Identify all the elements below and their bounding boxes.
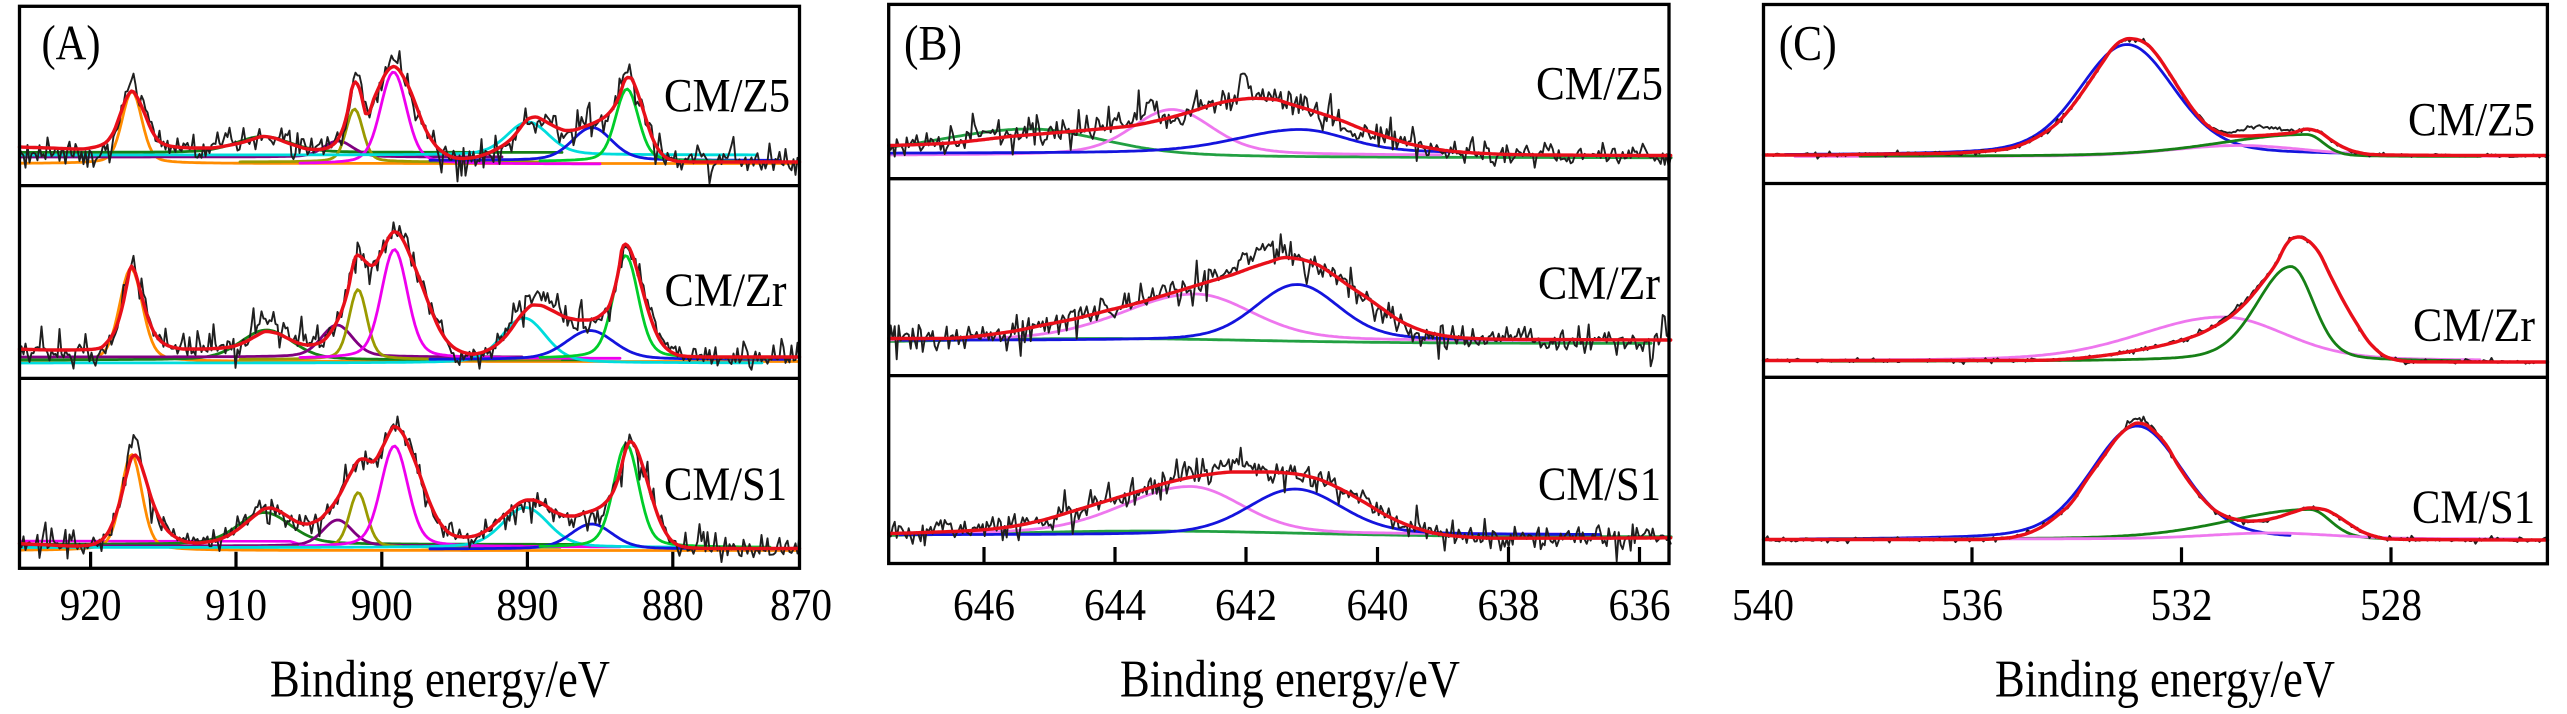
svg-text:540: 540 [1732, 579, 1794, 630]
svg-text:(B): (B) [904, 15, 962, 71]
svg-text:CM/Zr: CM/Zr [2413, 300, 2535, 352]
svg-text:638: 638 [1478, 579, 1540, 630]
svg-text:(A): (A) [42, 15, 101, 71]
svg-text:CM/S1: CM/S1 [664, 459, 787, 511]
svg-text:880: 880 [642, 579, 704, 630]
svg-text:920: 920 [60, 579, 122, 630]
svg-text:Binding energy/eV: Binding energy/eV [1995, 650, 2335, 708]
svg-text:CM/Z5: CM/Z5 [2408, 94, 2535, 146]
svg-text:644: 644 [1084, 579, 1146, 630]
svg-text:CM/Z5: CM/Z5 [1536, 58, 1663, 110]
svg-text:(C): (C) [1779, 15, 1837, 71]
svg-text:890: 890 [496, 579, 558, 630]
svg-text:CM/Zr: CM/Zr [665, 265, 787, 317]
svg-text:Binding energy/eV: Binding energy/eV [1120, 650, 1460, 708]
svg-text:CM/Z5: CM/Z5 [664, 70, 790, 122]
svg-text:536: 536 [1941, 579, 2003, 630]
svg-text:900: 900 [351, 579, 413, 630]
svg-text:528: 528 [2360, 579, 2422, 630]
svg-text:636: 636 [1609, 579, 1671, 630]
svg-text:532: 532 [2151, 579, 2213, 630]
svg-text:CM/S1: CM/S1 [1538, 459, 1661, 511]
svg-text:640: 640 [1347, 579, 1409, 630]
svg-text:CM/S1: CM/S1 [2412, 482, 2535, 534]
svg-text:Binding energy/eV: Binding energy/eV [270, 650, 610, 708]
svg-text:910: 910 [205, 579, 267, 630]
svg-text:646: 646 [953, 579, 1015, 630]
svg-text:870: 870 [770, 579, 832, 630]
svg-text:642: 642 [1215, 579, 1277, 630]
svg-text:CM/Zr: CM/Zr [1538, 258, 1660, 310]
